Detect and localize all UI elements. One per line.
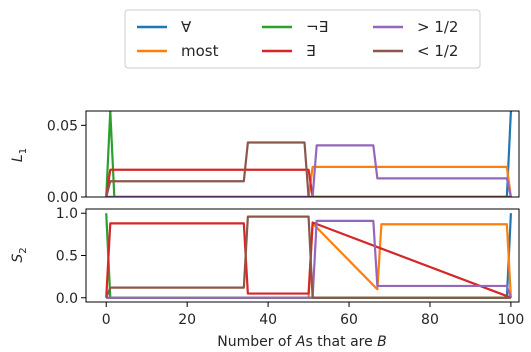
- bottom-xtick-label: 60: [340, 312, 358, 328]
- bottom-ytick-label: 0.0: [56, 291, 78, 307]
- top-series-lt-half: [105, 141, 511, 197]
- top-ytick-label: 0.00: [47, 190, 78, 206]
- bottom-xtick-label: 100: [498, 312, 525, 328]
- top-ylabel: L1: [10, 148, 29, 162]
- legend-label-not-exists: ¬∃: [306, 18, 328, 36]
- bottom-ytick-label: 1.0: [56, 206, 78, 222]
- top-series-gt-half: [106, 144, 512, 197]
- top-series-forall: [106, 111, 513, 197]
- top-ytick-label: 0.05: [47, 118, 78, 134]
- bottom-ytick-label: 0.5: [56, 249, 78, 265]
- bottom-xtick-label: 40: [259, 312, 277, 328]
- legend-label-lt-half: < 1/2: [417, 42, 458, 60]
- bottom-xtick-label: 0: [102, 312, 111, 328]
- bottom-ylabel: S2: [10, 247, 29, 262]
- bottom-xlabel: Number of As that are B: [217, 334, 387, 350]
- bottom-series-lt-half: [105, 215, 511, 299]
- bottom-xtick-label: 80: [421, 312, 439, 328]
- legend-label-exists: ∃: [306, 42, 315, 60]
- panel-top-L1: 0.00 0.05 L1: [10, 110, 520, 206]
- bottom-series-exists: [105, 221, 512, 299]
- top-series-not-exists: [105, 111, 511, 197]
- top-series-exists: [105, 168, 511, 197]
- legend-label-gt-half: > 1/2: [417, 18, 458, 36]
- legend: ∀ most ¬∃ ∃ > 1/2 < 1/2: [124, 9, 481, 69]
- panel-bottom-S2: 0.0 0.5 1.0 0 20 40 60 80 100 S2 Number of As t…: [10, 206, 524, 350]
- top-series-most: [106, 165, 513, 197]
- legend-frame: [124, 9, 481, 69]
- legend-label-most: most: [181, 42, 219, 60]
- top-axes-frame: [85, 110, 520, 198]
- bottom-xtick-label: 20: [178, 312, 196, 328]
- legend-label-forall: ∀: [181, 18, 192, 36]
